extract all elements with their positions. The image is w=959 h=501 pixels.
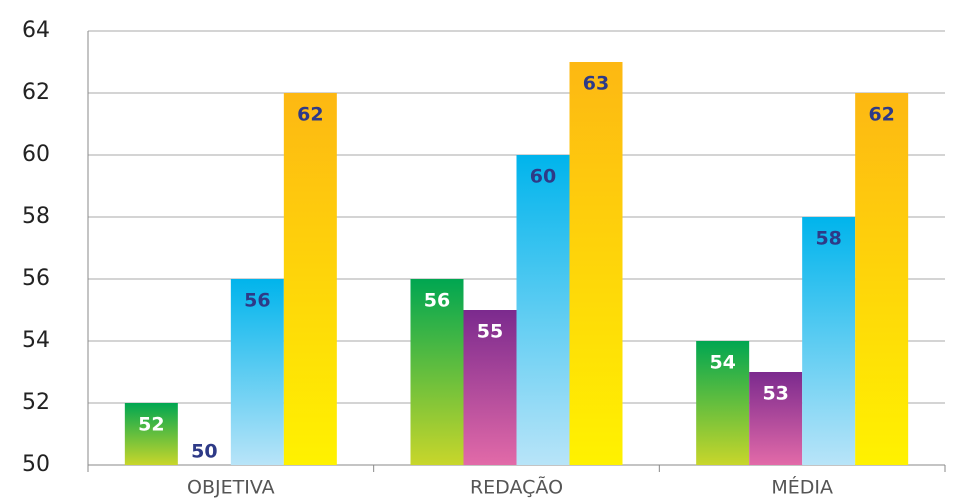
- x-tick-label: MÉDIA: [771, 476, 833, 499]
- y-tick-label: 64: [22, 18, 50, 43]
- y-tick-label: 60: [22, 142, 50, 167]
- bar: [283, 93, 337, 465]
- y-tick-label: 54: [22, 328, 50, 353]
- bar: [463, 310, 517, 465]
- bar: [802, 217, 856, 465]
- value-label: 62: [868, 104, 894, 126]
- value-label: 58: [815, 228, 841, 250]
- bar: [855, 93, 909, 465]
- bar: [696, 341, 750, 465]
- x-tick-label: OBJETIVA: [187, 477, 275, 499]
- value-label: 63: [583, 73, 609, 95]
- bar: [749, 372, 803, 465]
- value-label: 56: [424, 290, 450, 312]
- bar: [569, 62, 623, 465]
- x-tick-label: REDAÇÃO: [470, 476, 563, 499]
- bar: [410, 279, 464, 465]
- y-tick-label: 62: [22, 80, 50, 105]
- y-tick-label: 52: [22, 390, 50, 415]
- value-label: 52: [138, 414, 164, 436]
- value-label: 60: [530, 166, 556, 188]
- value-label: 50: [191, 441, 217, 463]
- value-label: 53: [762, 383, 788, 405]
- value-label: 55: [477, 321, 503, 343]
- value-label: 54: [709, 352, 735, 374]
- bar: [124, 403, 178, 465]
- value-label: 56: [244, 290, 270, 312]
- y-tick-label: 56: [22, 266, 50, 291]
- bar: [230, 279, 284, 465]
- value-label: 62: [297, 104, 323, 126]
- y-tick-label: 58: [22, 204, 50, 229]
- y-tick-label: 50: [22, 452, 50, 477]
- bar: [516, 155, 570, 465]
